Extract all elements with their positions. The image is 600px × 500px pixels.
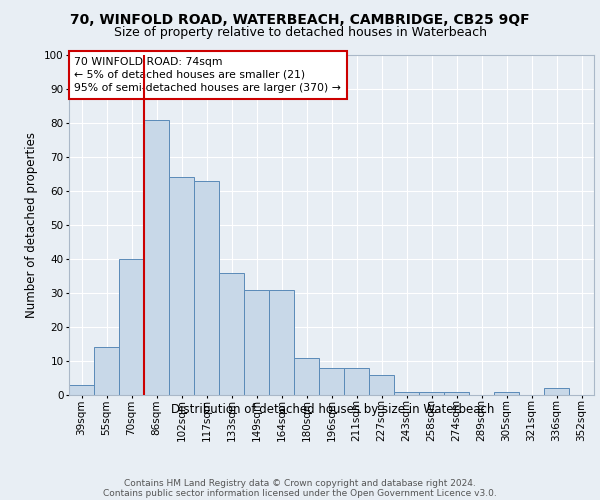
Bar <box>319 368 344 395</box>
Bar <box>244 290 269 395</box>
Bar <box>394 392 419 395</box>
Text: Size of property relative to detached houses in Waterbeach: Size of property relative to detached ho… <box>113 26 487 39</box>
Y-axis label: Number of detached properties: Number of detached properties <box>25 132 38 318</box>
Bar <box>69 385 94 395</box>
Bar <box>144 120 169 395</box>
Bar <box>294 358 319 395</box>
Bar <box>94 348 119 395</box>
Bar <box>194 181 219 395</box>
Bar <box>219 272 244 395</box>
Text: Contains public sector information licensed under the Open Government Licence v3: Contains public sector information licen… <box>103 488 497 498</box>
Bar <box>544 388 569 395</box>
Bar <box>419 392 444 395</box>
Bar <box>269 290 294 395</box>
Bar <box>494 392 519 395</box>
Text: 70, WINFOLD ROAD, WATERBEACH, CAMBRIDGE, CB25 9QF: 70, WINFOLD ROAD, WATERBEACH, CAMBRIDGE,… <box>70 12 530 26</box>
Text: Distribution of detached houses by size in Waterbeach: Distribution of detached houses by size … <box>172 402 494 415</box>
Bar <box>369 374 394 395</box>
Text: Contains HM Land Registry data © Crown copyright and database right 2024.: Contains HM Land Registry data © Crown c… <box>124 478 476 488</box>
Bar <box>119 259 144 395</box>
Bar <box>344 368 369 395</box>
Bar <box>169 178 194 395</box>
Text: 70 WINFOLD ROAD: 74sqm
← 5% of detached houses are smaller (21)
95% of semi-deta: 70 WINFOLD ROAD: 74sqm ← 5% of detached … <box>74 56 341 93</box>
Bar <box>444 392 469 395</box>
